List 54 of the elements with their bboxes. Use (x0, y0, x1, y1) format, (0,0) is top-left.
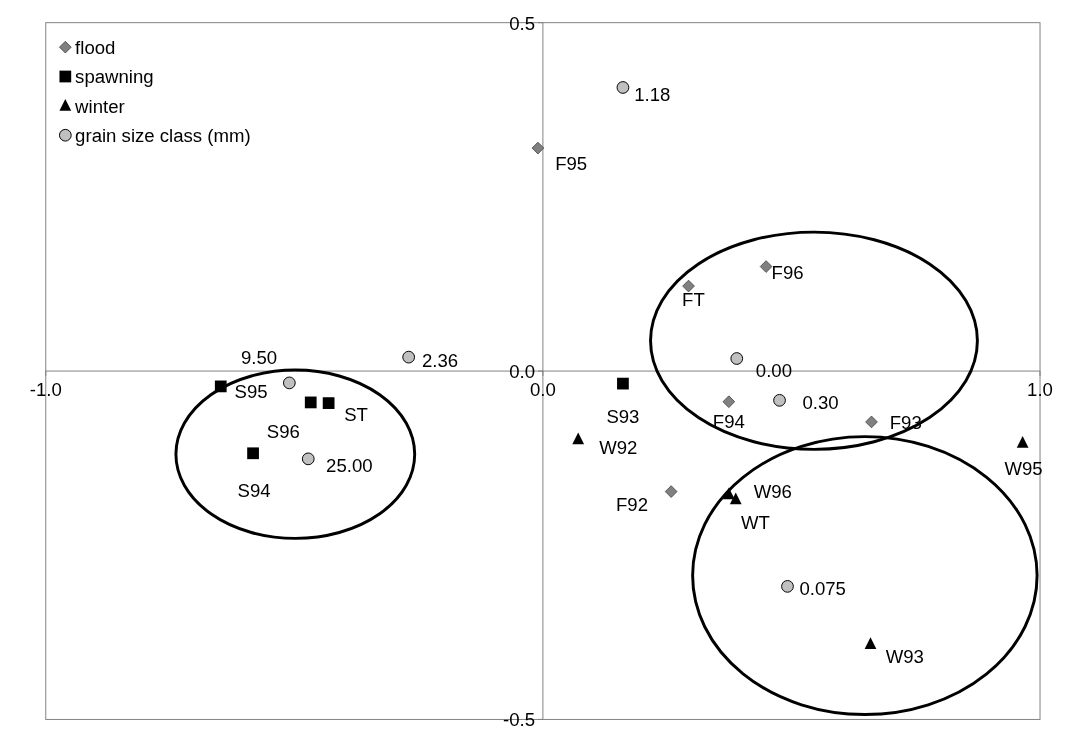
annotation: F96 (771, 262, 804, 284)
y-tick-label: -0.5 (503, 709, 536, 731)
point (729, 492, 742, 505)
point (730, 352, 744, 365)
annotation: S95 (234, 381, 268, 403)
annotation: S96 (266, 420, 300, 442)
annotation: 0.00 (755, 360, 793, 382)
point (682, 279, 695, 293)
legend-label: grain size class (mm) (75, 125, 251, 147)
annotation: S94 (237, 480, 271, 502)
point (617, 377, 629, 390)
annotation: S93 (606, 405, 640, 427)
annotation: F94 (712, 411, 745, 433)
point (864, 637, 877, 650)
annotation: ST (344, 403, 368, 425)
annotation: W92 (599, 437, 638, 459)
point (1016, 435, 1029, 448)
point (304, 396, 317, 409)
point (402, 350, 416, 364)
point (531, 141, 545, 155)
x-tick-label: 1.0 (1027, 378, 1053, 400)
annotation: W96 (753, 481, 792, 503)
point (722, 395, 736, 408)
point (322, 397, 335, 409)
annotation: F92 (616, 494, 649, 516)
point (781, 580, 794, 593)
annotation: F95 (555, 152, 588, 174)
point (214, 380, 227, 393)
legend-label: winter (74, 95, 125, 117)
point (664, 485, 678, 498)
annotation: FT (682, 288, 705, 310)
x-tick-label: -1.0 (29, 378, 62, 400)
annotation: F93 (889, 411, 922, 433)
point (616, 81, 630, 94)
point (247, 447, 259, 460)
legend-label: flood (75, 36, 116, 58)
point (572, 432, 585, 445)
point (301, 452, 315, 466)
annotation: 2.36 (421, 349, 459, 371)
annotation: W93 (885, 645, 924, 667)
annotation: 25.00 (326, 454, 373, 476)
annotation: 0.30 (802, 392, 839, 414)
point (865, 415, 878, 429)
annotation: W95 (1004, 458, 1043, 480)
point (759, 260, 773, 273)
point (282, 376, 296, 390)
legend-label: spawning (75, 66, 154, 88)
point (773, 393, 786, 407)
annotation: WT (740, 511, 770, 533)
annotation: 0.075 (799, 578, 846, 600)
annotation: 1.18 (634, 84, 671, 106)
y-tick-label: 0.5 (509, 12, 536, 34)
annotation: 9.50 (240, 347, 278, 369)
point (722, 487, 735, 500)
